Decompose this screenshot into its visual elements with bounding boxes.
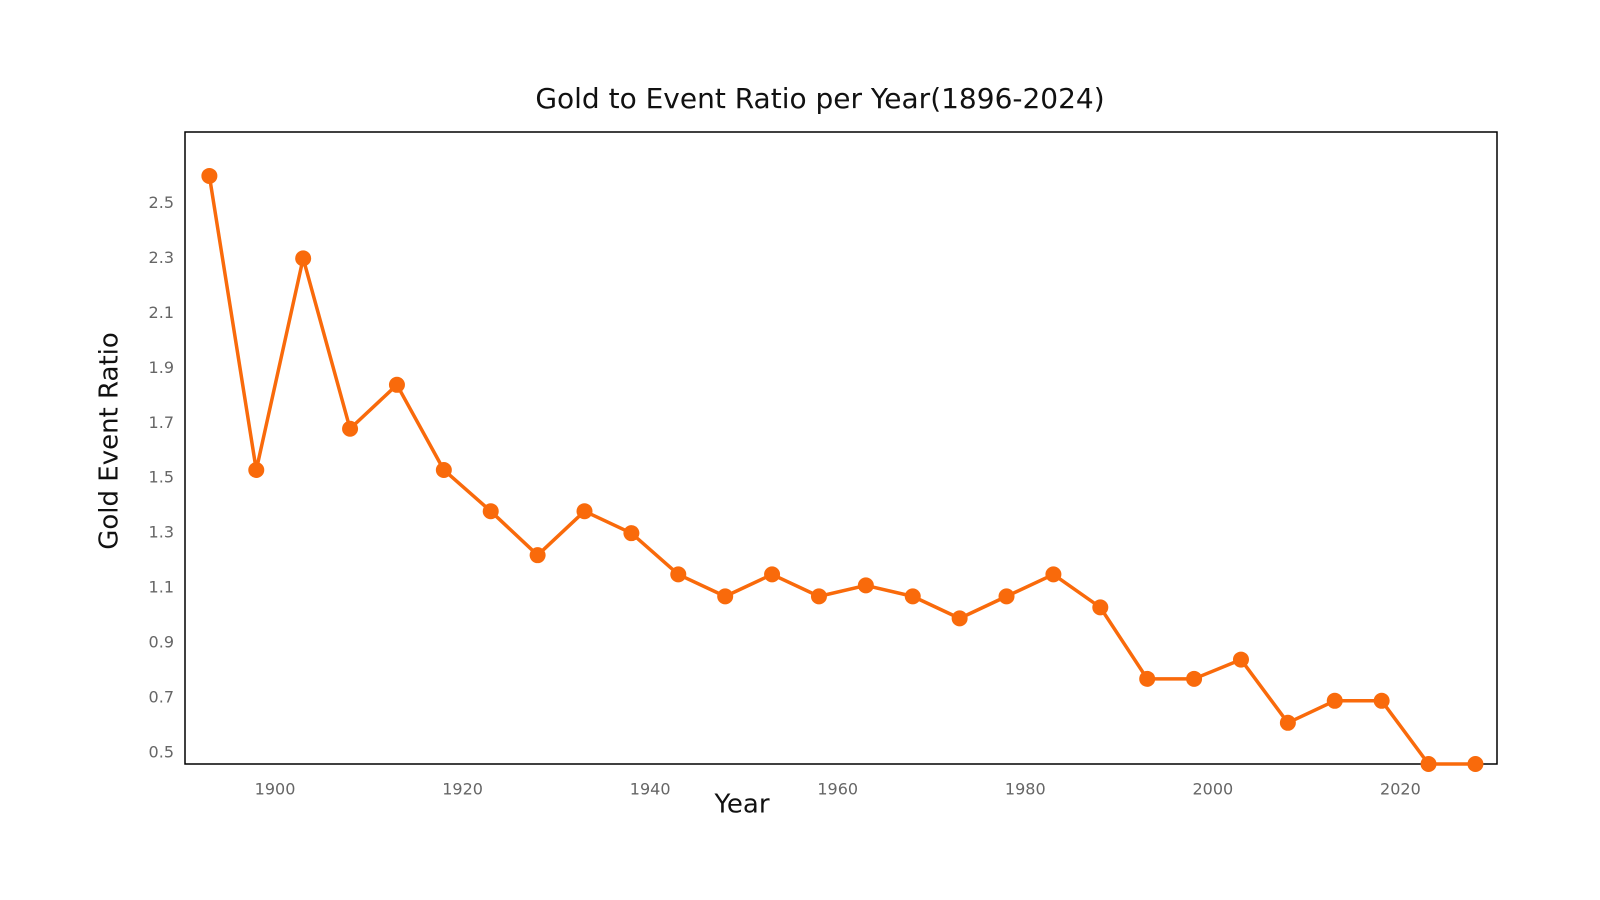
- y-tick-label: 2.1: [149, 303, 174, 322]
- point: [295, 250, 312, 267]
- point: [904, 588, 921, 605]
- y-tick-label: 1.9: [149, 358, 174, 377]
- x-tick-label: 1960: [817, 780, 858, 799]
- y-tick-label: 1.1: [149, 578, 174, 597]
- point: [482, 503, 499, 520]
- point: [1279, 714, 1296, 731]
- point: [810, 588, 827, 605]
- x-tick-label: 2000: [1192, 780, 1233, 799]
- point: [1326, 692, 1343, 709]
- y-tick-label: 0.5: [149, 743, 174, 762]
- point: [529, 547, 546, 564]
- y-tick-label: 0.9: [149, 633, 174, 652]
- point: [1092, 599, 1109, 616]
- point: [1467, 756, 1484, 772]
- y-tick-label: 2.5: [149, 193, 174, 212]
- point: [998, 588, 1015, 605]
- point: [1373, 692, 1390, 709]
- x-tick-label: 1900: [255, 780, 296, 799]
- line: [207, 175, 1476, 766]
- plot-frame: [184, 131, 1498, 765]
- point: [248, 461, 265, 478]
- point: [623, 525, 640, 542]
- point: [717, 588, 734, 605]
- y-axis-label: Gold Event Ratio: [95, 332, 125, 550]
- point: [857, 577, 874, 594]
- point: [1232, 651, 1249, 668]
- y-tick-label: 1.7: [149, 413, 174, 432]
- point: [1420, 756, 1437, 772]
- y-tick-label: 1.3: [149, 523, 174, 542]
- point: [764, 566, 781, 583]
- point: [388, 376, 405, 393]
- x-tick-label: 1980: [1005, 780, 1046, 799]
- point: [1186, 670, 1203, 687]
- y-tick-label: 0.7: [149, 688, 174, 707]
- point: [951, 610, 968, 627]
- point: [201, 167, 218, 184]
- x-tick-label: 2020: [1380, 780, 1421, 799]
- point: [435, 461, 452, 478]
- x-axis-label: Year: [713, 790, 769, 820]
- x-tick-label: 1940: [630, 780, 671, 799]
- point: [1045, 566, 1062, 583]
- point: [1139, 670, 1156, 687]
- y-tick-label: 2.3: [149, 248, 174, 267]
- x-tick-label: 1920: [442, 780, 483, 799]
- point: [342, 420, 359, 437]
- point: [576, 503, 593, 520]
- y-tick-label: 1.5: [149, 468, 174, 487]
- chart-title: Gold to Event Ratio per Year(1896-2024): [535, 82, 1104, 115]
- point: [670, 566, 687, 583]
